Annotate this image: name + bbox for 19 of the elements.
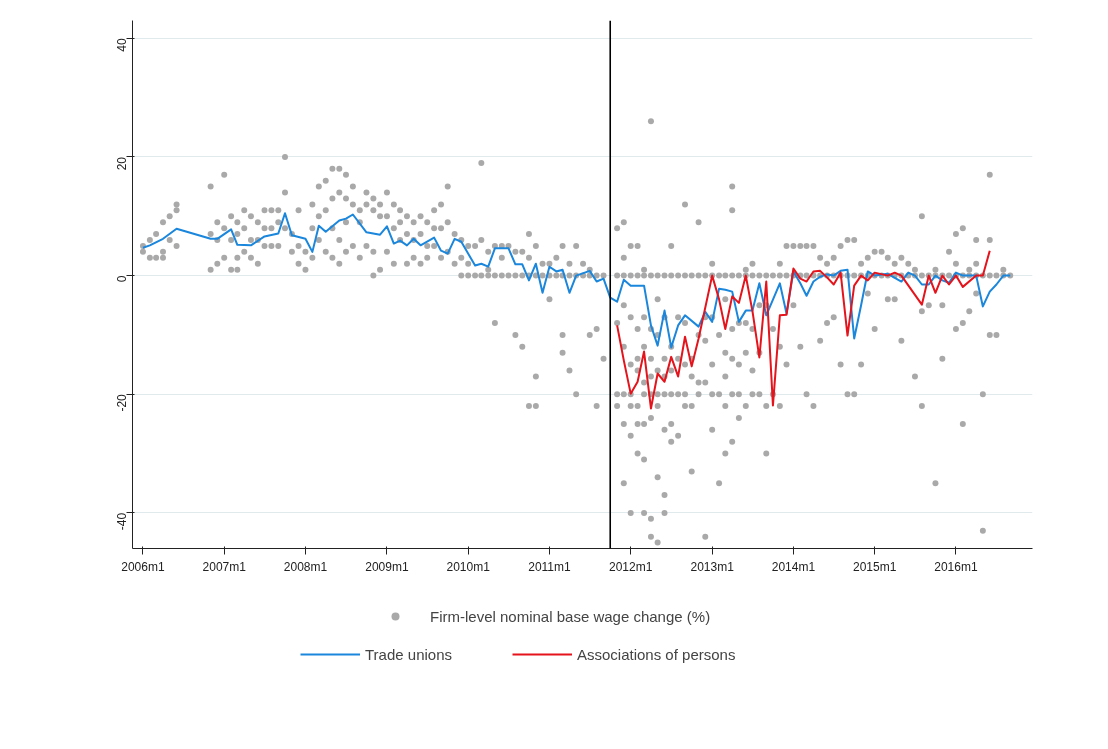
legend-label: Firm-level nominal base wage change (%)	[430, 607, 711, 625]
y-tick-label: -40	[115, 512, 129, 531]
x-tick-label: 2016m1	[934, 559, 978, 574]
x-tick-label: 2015m1	[852, 559, 897, 574]
y-tick-label: 0	[115, 275, 129, 283]
x-tick-label: 2013m1	[690, 559, 735, 574]
x-tick-label: 2012m1	[609, 559, 653, 574]
x-tick-label: 2011m1	[528, 559, 572, 574]
x-tick-label: 2008m1	[283, 559, 328, 574]
legend-label: Associations of persons	[577, 645, 736, 663]
x-tick-label: 2010m1	[446, 559, 491, 574]
x-tick-label: 2009m1	[365, 559, 409, 574]
y-tick-label: 40	[115, 37, 129, 52]
y-tick-label: -20	[115, 393, 129, 412]
y-tick-label: 20	[115, 156, 129, 171]
x-tick-label: 2006m1	[121, 559, 165, 574]
x-tick-label: 2007m1	[202, 559, 247, 574]
legend-label: Trade unions	[365, 645, 452, 663]
x-tick-label: 2014m1	[771, 559, 816, 574]
